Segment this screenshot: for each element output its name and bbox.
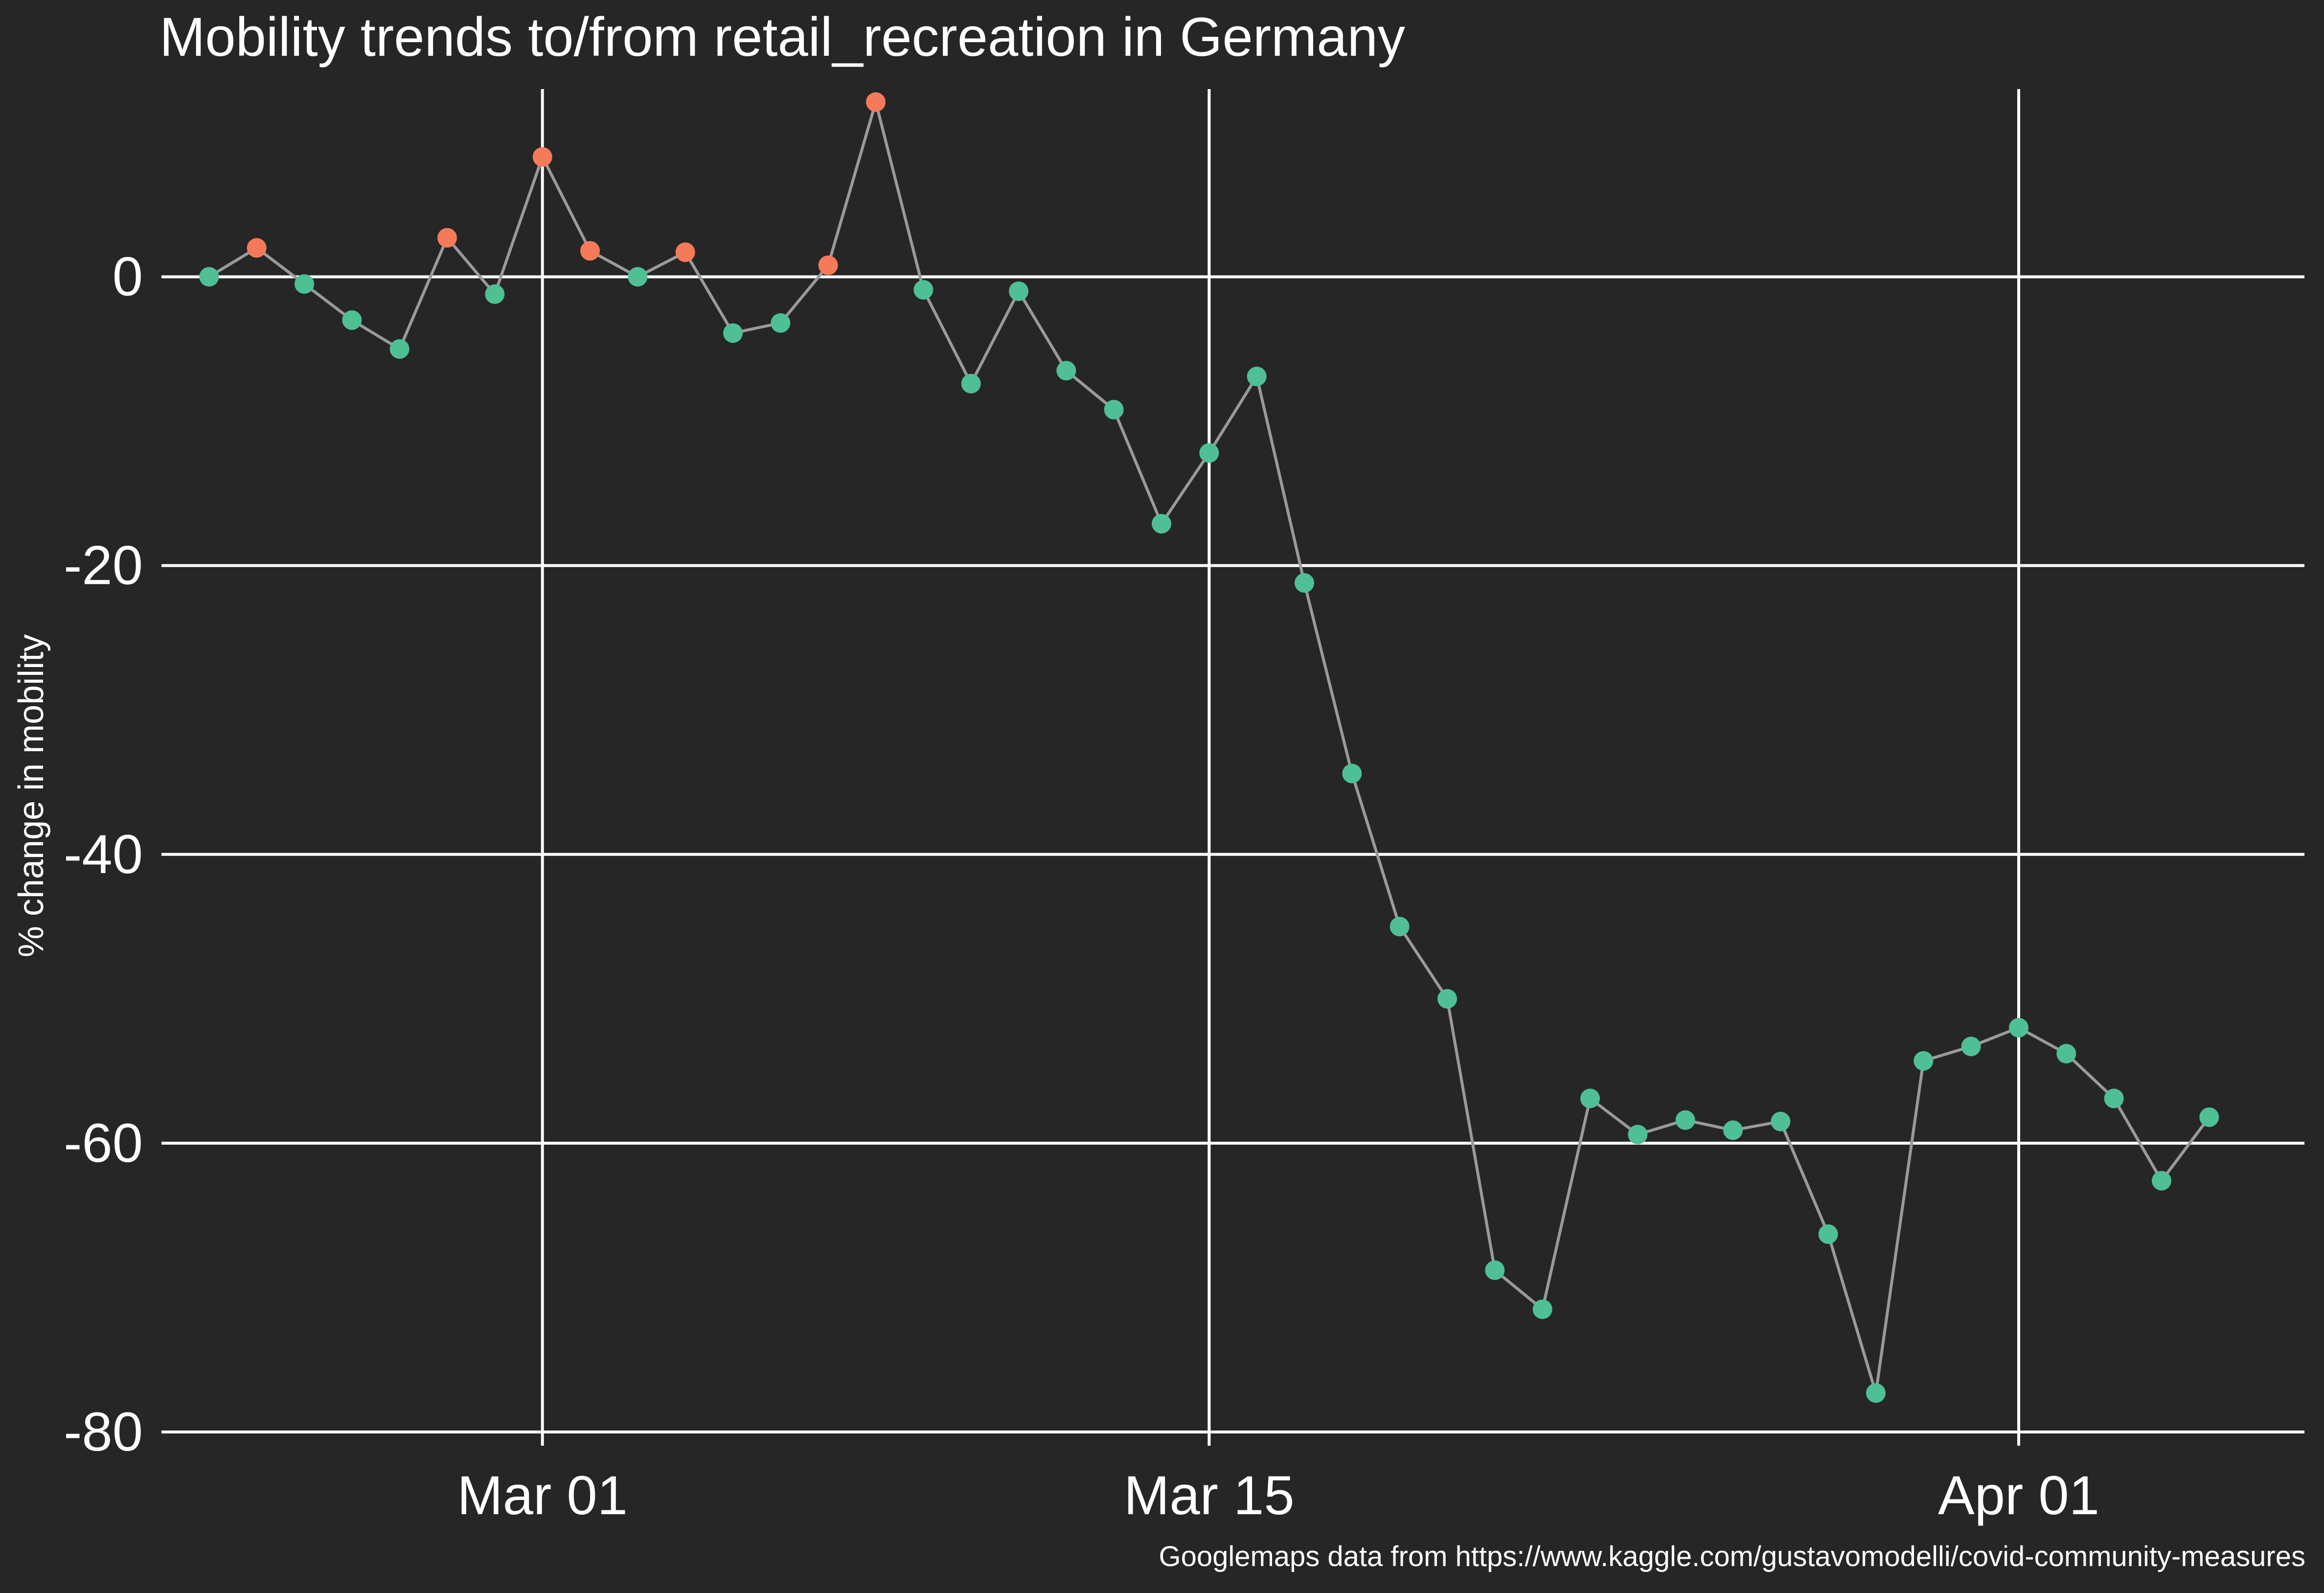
- data-point: [1247, 367, 1267, 387]
- data-point: [1104, 400, 1124, 420]
- data-point: [818, 255, 838, 275]
- data-point: [1152, 514, 1171, 534]
- data-point: [1532, 1299, 1552, 1319]
- data-point: [1628, 1125, 1648, 1145]
- data-point: [1914, 1051, 1934, 1071]
- y-tick-label: -60: [64, 1112, 143, 1174]
- tick-labels: 0 -20 -40 -60 -80 Mar 01 Mar 15 Apr 01: [64, 246, 2099, 1526]
- data-point: [1342, 763, 1362, 784]
- grid-lines: [161, 89, 2304, 1446]
- data-point: [485, 284, 505, 304]
- x-tick-label: Mar 15: [1124, 1465, 1295, 1526]
- data-point: [1723, 1120, 1743, 1140]
- data-point: [1866, 1383, 1886, 1403]
- y-tick-label: -80: [64, 1401, 143, 1462]
- data-point: [1009, 281, 1028, 301]
- x-tick-label: Apr 01: [1938, 1465, 2099, 1526]
- data-point: [723, 323, 743, 343]
- data-point: [437, 228, 457, 248]
- data-point: [2009, 1017, 2028, 1038]
- data-point: [247, 238, 267, 258]
- data-point: [2152, 1171, 2171, 1191]
- data-point: [342, 310, 362, 330]
- data-point: [1818, 1224, 1838, 1244]
- data-point: [389, 339, 410, 359]
- data-point: [1295, 573, 1314, 593]
- y-tick-label: -20: [64, 535, 143, 596]
- data-point: [2104, 1088, 2124, 1108]
- data-point: [1771, 1111, 1791, 1131]
- y-tick-label: -40: [64, 824, 143, 885]
- chart-title: Mobility trends to/from retail_recreatio…: [159, 6, 1405, 68]
- data-point: [2199, 1107, 2219, 1127]
- x-tick-label: Mar 01: [457, 1465, 628, 1526]
- data-point: [1056, 361, 1076, 381]
- data-points: [199, 92, 2219, 1403]
- y-axis-label: % change in mobility: [12, 634, 51, 957]
- chart-caption: Googlemaps data from https://www.kaggle.…: [1159, 1541, 2305, 1572]
- data-point: [1437, 989, 1457, 1009]
- data-point: [771, 313, 791, 333]
- data-point: [1199, 443, 1219, 463]
- data-point: [675, 242, 695, 262]
- data-point: [199, 267, 219, 287]
- data-point: [1390, 917, 1410, 937]
- data-point: [961, 373, 981, 393]
- data-point: [913, 280, 934, 300]
- data-point: [1580, 1088, 1600, 1108]
- data-point: [1675, 1110, 1695, 1130]
- y-tick-label: 0: [113, 246, 143, 307]
- data-point: [1961, 1037, 1981, 1057]
- data-point: [1485, 1260, 1505, 1280]
- data-point: [866, 92, 886, 112]
- data-point: [532, 147, 552, 167]
- data-point: [2056, 1043, 2076, 1063]
- data-point: [628, 267, 648, 287]
- data-point: [580, 241, 600, 261]
- data-point: [295, 274, 314, 294]
